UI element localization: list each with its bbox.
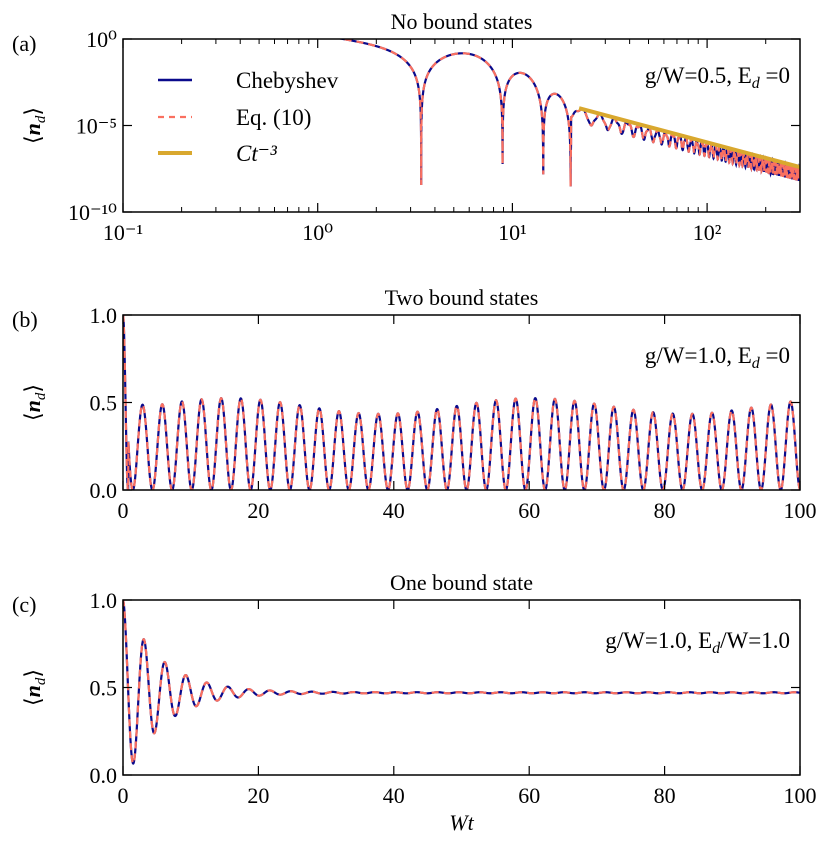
x-tick-label: 100 bbox=[784, 783, 817, 808]
x-tick-label: 80 bbox=[654, 783, 676, 808]
y-label-n: n bbox=[20, 123, 45, 135]
panel-a: 10⁻¹ 10⁰ 10¹ 10² 10⁰ 10⁻⁵ 10⁻¹⁰ No bound states… bbox=[12, 9, 801, 245]
y-label-bracket-open: ⟨ bbox=[20, 135, 45, 144]
x-tick-label: 20 bbox=[247, 783, 269, 808]
y-axis-label: ⟨nd⟩ bbox=[20, 384, 49, 421]
panel-title: No bound states bbox=[391, 9, 533, 34]
annotation-prefix: g/W=0.5, E bbox=[645, 63, 752, 88]
x-tick-label: 10⁰ bbox=[302, 220, 333, 245]
y-label-n: n bbox=[20, 685, 45, 697]
y-tick-label: 10⁻⁵ bbox=[76, 114, 117, 139]
y-label-sub: d bbox=[33, 115, 49, 123]
y-label-bracket-open: ⟨ bbox=[20, 697, 45, 706]
annotation-suffix: =0 bbox=[760, 63, 790, 88]
y-axis-label: ⟨nd⟩ bbox=[20, 107, 49, 144]
y-tick-label: 10⁰ bbox=[86, 27, 117, 52]
series-chebyshev-line bbox=[123, 315, 800, 490]
parameter-annotation: g/W=1.0, Ed =0 bbox=[645, 343, 790, 372]
annotation-suffix: /W=1.0 bbox=[720, 628, 790, 653]
panel-label: (c) bbox=[12, 592, 36, 617]
panel-label: (a) bbox=[12, 31, 36, 56]
x-tick-label: 60 bbox=[518, 498, 540, 523]
legend-entry: Eq. (10) bbox=[236, 105, 311, 130]
annotation-sub: d bbox=[752, 355, 761, 372]
panel-title: One bound state bbox=[390, 570, 533, 595]
parameter-annotation: g/W=1.0, Ed/W=1.0 bbox=[605, 628, 790, 657]
annotation-prefix: g/W=1.0, E bbox=[605, 628, 712, 653]
y-label-n: n bbox=[20, 400, 45, 412]
y-tick-label: 10⁻¹⁰ bbox=[68, 200, 117, 225]
annotation-sub: d bbox=[712, 640, 721, 657]
parameter-annotation: g/W=0.5, Ed =0 bbox=[645, 63, 790, 92]
x-axis-label: Wt bbox=[449, 810, 474, 835]
panel-c: 0 20 40 60 80 100 0.0 0.5 1.0 One bound state (c) ⟨… bbox=[12, 570, 817, 835]
plot-area bbox=[123, 600, 800, 765]
annotation-suffix: =0 bbox=[760, 343, 790, 368]
plot-area bbox=[123, 315, 800, 490]
y-label-sub: d bbox=[33, 392, 49, 400]
legend-entry: Ct⁻³ bbox=[236, 141, 278, 166]
y-tick-label: 0.0 bbox=[90, 763, 118, 788]
y-axis-label: ⟨nd⟩ bbox=[20, 669, 49, 706]
x-tick-label: 10⁻¹ bbox=[103, 220, 143, 245]
x-tick-label: 60 bbox=[518, 783, 540, 808]
series-chebyshev-line bbox=[123, 600, 800, 765]
y-label-sub: d bbox=[33, 677, 49, 685]
legend-entry: Chebyshev bbox=[236, 68, 339, 93]
x-tick-label: 80 bbox=[654, 498, 676, 523]
plot-area bbox=[336, 39, 800, 187]
series-eq10-line bbox=[336, 39, 800, 187]
y-tick-label: 1.0 bbox=[90, 588, 118, 613]
panel-title: Two bound states bbox=[385, 285, 539, 310]
x-tick-label: 40 bbox=[383, 498, 405, 523]
y-tick-label: 0.0 bbox=[90, 478, 118, 503]
y-tick-label: 0.5 bbox=[90, 391, 118, 416]
series-ct3-line bbox=[578, 106, 800, 170]
y-tick-label: 1.0 bbox=[90, 303, 118, 328]
series-eq10-line bbox=[123, 600, 800, 765]
annotation-prefix: g/W=1.0, E bbox=[645, 343, 752, 368]
x-tick-label: 40 bbox=[383, 783, 405, 808]
y-label-bracket-close: ⟩ bbox=[20, 669, 45, 678]
panel-label: (b) bbox=[12, 307, 38, 332]
annotation-sub: d bbox=[752, 75, 761, 92]
x-tick-label: 100 bbox=[784, 498, 817, 523]
x-tick-label: 0 bbox=[118, 783, 129, 808]
y-label-bracket-close: ⟩ bbox=[20, 384, 45, 393]
x-tick-label: 0 bbox=[118, 498, 129, 523]
x-tick-label: 20 bbox=[247, 498, 269, 523]
y-label-bracket-close: ⟩ bbox=[20, 107, 45, 116]
y-tick-label: 0.5 bbox=[90, 676, 118, 701]
x-tick-label: 10² bbox=[693, 220, 722, 245]
panel-b: 0 20 40 60 80 100 0.0 0.5 1.0 Two bound states (b)… bbox=[12, 285, 817, 523]
y-label-bracket-open: ⟨ bbox=[20, 412, 45, 421]
legend: Chebyshev Eq. (10) Ct⁻³ bbox=[158, 68, 339, 166]
x-tick-label: 10¹ bbox=[498, 220, 527, 245]
